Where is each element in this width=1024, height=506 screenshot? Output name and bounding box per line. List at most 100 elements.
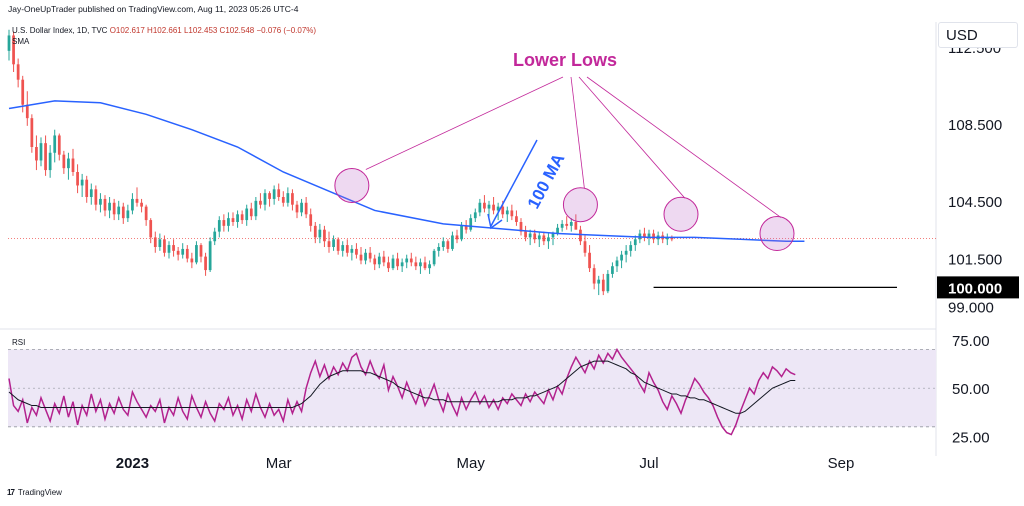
candle [277, 183, 281, 201]
candle [295, 200, 299, 219]
candle [579, 225, 582, 246]
candle [615, 256, 619, 272]
highlight-circle [759, 216, 795, 252]
candle-body [281, 197, 285, 203]
candle-body [227, 218, 230, 226]
candle-body [236, 214, 239, 222]
instrument-name: U.S. Dollar Index, 1D, TVC [12, 26, 108, 35]
candle-body [323, 229, 326, 242]
candle [135, 187, 139, 207]
candle-body [583, 241, 587, 253]
highlight-circle [663, 196, 699, 232]
candle [16, 58, 20, 88]
price-tick-label: 101.500 [948, 252, 1002, 269]
sma-legend: SMA [12, 37, 30, 46]
time-tick-label: Sep [828, 455, 855, 472]
candle-body [505, 210, 509, 215]
candle-body [153, 237, 157, 247]
candle-body [487, 204, 491, 209]
candle-body [382, 256, 386, 263]
candle [670, 235, 674, 242]
candle [620, 250, 623, 269]
candle-body [615, 260, 619, 267]
candle [259, 193, 262, 209]
candle [249, 202, 253, 221]
candle [569, 218, 573, 232]
candle-body [574, 222, 578, 230]
currency-button[interactable]: USD [938, 22, 1018, 48]
candle [478, 198, 482, 217]
candle [510, 204, 514, 221]
rsi-legend: RSI [12, 338, 26, 347]
rsi-tick-label: 25.00 [952, 429, 990, 446]
candle [103, 195, 107, 217]
candle-body [89, 189, 93, 197]
candle [117, 200, 121, 221]
candle-body [313, 225, 317, 238]
candle [633, 235, 637, 251]
candle [67, 152, 70, 180]
candle-body [12, 35, 15, 65]
candle-body [579, 229, 582, 242]
candle [153, 231, 157, 253]
ma-label: 100 MA [524, 150, 569, 211]
candle [652, 229, 655, 244]
candle-body [176, 250, 180, 255]
candle [387, 256, 390, 272]
candle-body [455, 235, 459, 240]
candle [400, 258, 404, 272]
candle [483, 195, 486, 213]
candle-body [423, 262, 427, 269]
candle [181, 243, 185, 259]
candle [313, 222, 317, 244]
candle-body [387, 262, 390, 269]
candle-body [85, 179, 89, 197]
candle-body [473, 212, 477, 219]
candle [112, 198, 116, 221]
candle-body [510, 210, 514, 217]
time-tick-label: Jul [639, 455, 658, 472]
candle-body [400, 262, 404, 267]
candle-body [345, 245, 349, 253]
candle-body [126, 210, 130, 219]
candle [236, 210, 239, 228]
candle [624, 245, 628, 263]
candle-body [30, 118, 34, 147]
candle-body [249, 208, 253, 217]
candle-body [71, 158, 75, 172]
candle [414, 256, 418, 271]
candle [528, 229, 532, 246]
candle [39, 137, 43, 167]
candle [318, 223, 322, 244]
instrument-legend: U.S. Dollar Index, 1D, TVC O102.617 H102… [12, 26, 316, 35]
candle-body [76, 172, 79, 186]
candle-body [272, 189, 276, 199]
candle [451, 231, 454, 251]
candle [423, 256, 427, 271]
candle [473, 208, 477, 222]
candle [240, 210, 244, 224]
candle-body [108, 202, 111, 211]
candle [217, 216, 221, 238]
candle [185, 245, 189, 263]
candle-body [144, 206, 148, 221]
rsi-tick-label: 75.00 [952, 333, 990, 350]
candle-body [167, 245, 171, 253]
candle [195, 241, 198, 265]
candle [222, 214, 226, 232]
candle [377, 252, 381, 269]
candle [368, 247, 372, 263]
price-badge-bg [937, 276, 1019, 299]
candle-body [44, 143, 47, 171]
candle [149, 218, 153, 244]
candle-body [355, 248, 358, 255]
rsi-ma-line [8, 360, 796, 414]
candle-body [368, 252, 372, 259]
candle-body [268, 193, 271, 199]
candle [350, 245, 354, 261]
candle [12, 31, 15, 72]
time-tick-label: May [457, 455, 486, 472]
candle-body [606, 273, 610, 292]
candle-body [469, 218, 473, 230]
candle [382, 250, 386, 267]
